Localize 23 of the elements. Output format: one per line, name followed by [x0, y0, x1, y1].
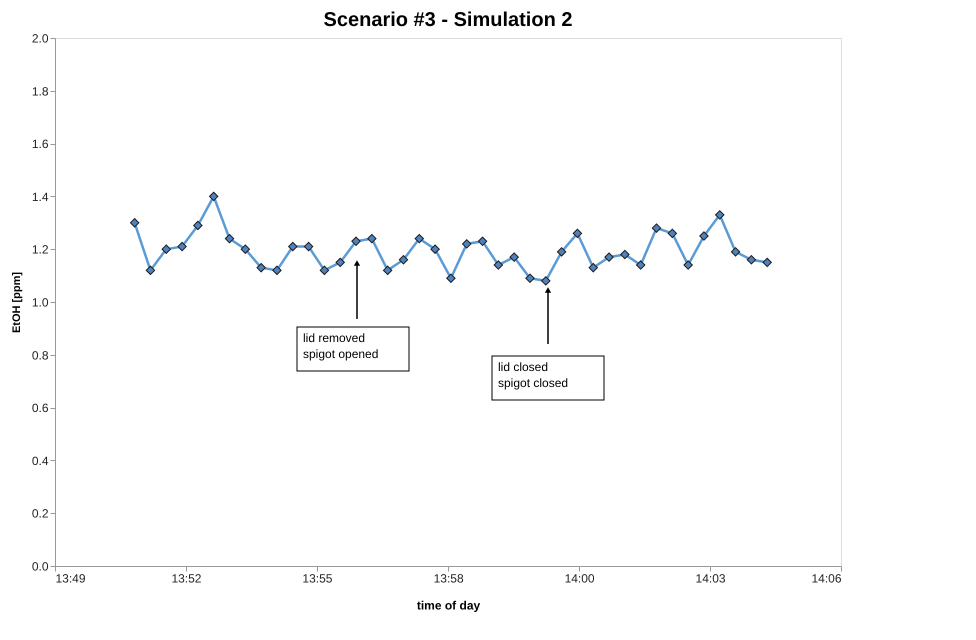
x-tick-label: 13:55: [302, 572, 333, 586]
y-tick-label: 1.6: [32, 137, 49, 152]
y-axis-title: EtOH [ppm]: [10, 272, 23, 334]
x-tick-label: 14:03: [696, 572, 726, 586]
y-tick-label: 0.0: [32, 560, 49, 574]
annotation: lid removed spigot opened: [303, 331, 378, 361]
y-tick-label: 1.4: [32, 190, 49, 204]
x-tick-label: 13:52: [171, 572, 202, 586]
y-tick-label: 1.2: [32, 242, 49, 257]
x-tick-label: 13:58: [434, 572, 464, 586]
x-tick-label: 14:00: [564, 572, 595, 586]
x-tick-label: 13:49: [56, 572, 86, 586]
y-tick-label: 2.0: [32, 32, 49, 46]
y-tick-label: 1.0: [32, 296, 49, 310]
x-axis-title: time of day: [416, 598, 480, 612]
y-tick-label: 0.8: [32, 348, 49, 362]
chart-title: Scenario #3 - Simulation 2: [324, 9, 572, 31]
y-tick-label: 1.8: [32, 84, 49, 98]
y-tick-label: 0.6: [32, 401, 49, 416]
y-tick-label: 0.2: [32, 506, 49, 521]
x-tick-label: 14:06: [811, 572, 842, 586]
y-tick-label: 0.4: [32, 454, 49, 468]
annotation: lid closed spigot closed: [498, 360, 568, 390]
